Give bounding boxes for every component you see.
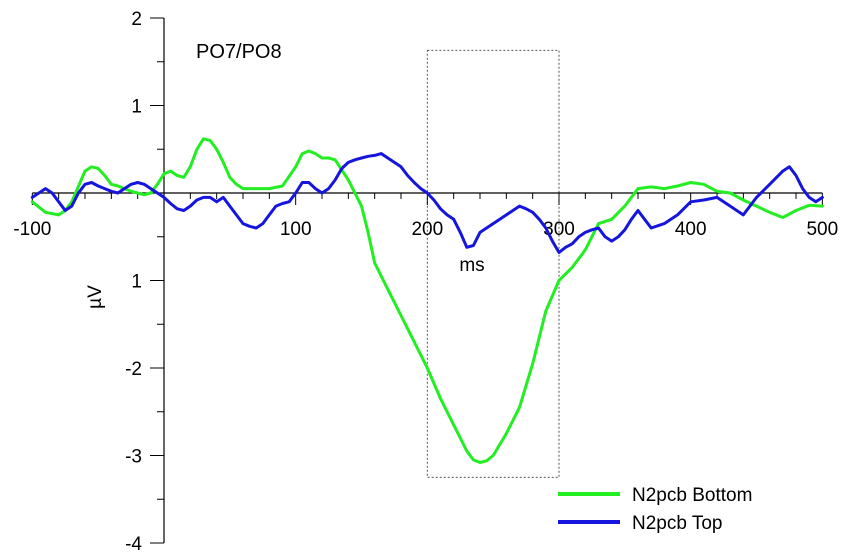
series-group [30,137,824,464]
y-tick-label: -4 [125,534,142,552]
x-tick-label: 400 [675,219,707,240]
highlight-window-rect [426,49,560,478]
chart-title: PO7/PO8 [196,41,282,63]
x-tick-label: 200 [411,219,443,240]
x-tick-label: 300 [543,219,575,240]
axes: 2 1 1 -2 -3 -4 -100 100 200 300 400 500 [13,9,838,552]
x-tick-label: 500 [806,219,838,240]
highlight-window [426,49,560,478]
x-axis-label: ms [459,255,484,276]
y-tick-label: -3 [125,447,142,468]
y-tick-label: 1 [131,272,142,293]
series-line-1 [30,152,824,254]
y-tick-label: 2 [131,9,142,30]
y-tick-label: 1 [131,97,142,118]
series-line-0 [30,137,824,464]
x-tick-label: 100 [280,219,312,240]
legend-label-1: N2pcb Top [632,513,723,534]
y-tick-label: -2 [125,359,142,380]
legend-label-0: N2pcb Bottom [632,485,752,506]
x-tick-label: -100 [13,219,51,240]
legend: N2pcb Bottom N2pcb Top [558,485,752,534]
y-axis-label: µV [85,285,106,309]
